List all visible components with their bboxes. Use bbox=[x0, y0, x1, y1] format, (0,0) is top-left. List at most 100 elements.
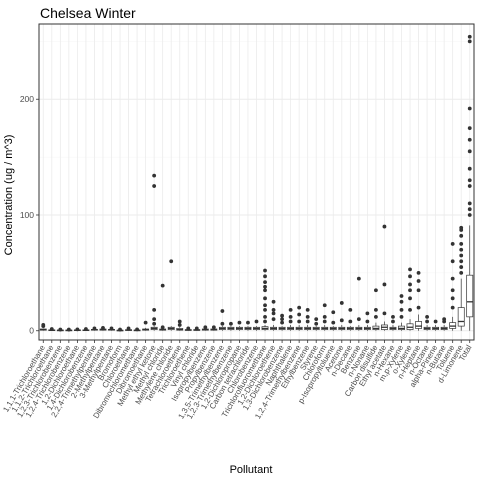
outlier-point bbox=[468, 107, 472, 111]
outlier-point bbox=[434, 320, 438, 324]
outlier-point bbox=[451, 296, 455, 300]
outlier-point bbox=[263, 280, 267, 284]
outlier-point bbox=[425, 315, 429, 319]
outlier-point bbox=[135, 327, 139, 331]
outlier-point bbox=[425, 320, 429, 324]
outlier-point bbox=[212, 325, 216, 329]
outlier-point bbox=[383, 225, 387, 229]
outlier-point bbox=[408, 308, 412, 312]
outlier-point bbox=[152, 184, 156, 188]
outlier-point bbox=[152, 322, 156, 326]
outlier-point bbox=[144, 321, 148, 325]
outlier-point bbox=[152, 308, 156, 312]
outlier-point bbox=[459, 234, 463, 238]
outlier-point bbox=[118, 328, 122, 332]
outlier-point bbox=[365, 311, 369, 315]
outlier-point bbox=[110, 327, 114, 331]
outlier-point bbox=[459, 226, 463, 230]
outlier-point bbox=[417, 288, 421, 292]
outlier-point bbox=[272, 317, 276, 321]
outlier-point bbox=[331, 310, 335, 314]
outlier-point bbox=[468, 35, 472, 39]
outlier-point bbox=[468, 149, 472, 153]
outlier-point bbox=[383, 311, 387, 315]
outlier-point bbox=[400, 315, 404, 319]
outlier-point bbox=[400, 308, 404, 312]
outlier-point bbox=[152, 317, 156, 321]
outlier-point bbox=[306, 315, 310, 319]
outlier-point bbox=[400, 300, 404, 304]
outlier-point bbox=[468, 178, 472, 182]
outlier-point bbox=[323, 303, 327, 307]
outlier-point bbox=[468, 213, 472, 217]
outlier-point bbox=[306, 308, 310, 312]
outlier-point bbox=[451, 288, 455, 292]
outlier-point bbox=[408, 288, 412, 292]
outlier-point bbox=[263, 320, 267, 324]
outlier-point bbox=[101, 326, 105, 330]
outlier-point bbox=[417, 279, 421, 283]
y-tick-label: 100 bbox=[20, 210, 34, 220]
outlier-point bbox=[459, 242, 463, 246]
outlier-point bbox=[459, 265, 463, 269]
outlier-point bbox=[340, 318, 344, 322]
outlier-point bbox=[468, 184, 472, 188]
outlier-point bbox=[41, 323, 45, 327]
plot-area: 01002001,1,1-Trichloroethane1,1,2-Trichl… bbox=[1, 24, 474, 421]
outlier-point bbox=[314, 322, 318, 326]
outlier-point bbox=[75, 327, 79, 331]
outlier-point bbox=[451, 277, 455, 281]
outlier-point bbox=[67, 328, 71, 332]
outlier-point bbox=[229, 322, 233, 326]
outlier-point bbox=[280, 314, 284, 318]
outlier-point bbox=[297, 306, 301, 310]
outlier-point bbox=[357, 317, 361, 321]
outlier-point bbox=[263, 274, 267, 278]
outlier-point bbox=[357, 277, 361, 281]
outlier-point bbox=[374, 288, 378, 292]
outlier-point bbox=[127, 327, 131, 331]
outlier-point bbox=[459, 254, 463, 258]
outlier-point bbox=[263, 308, 267, 312]
outlier-point bbox=[238, 321, 242, 325]
outlier-point bbox=[348, 320, 352, 324]
outlier-point bbox=[272, 311, 276, 315]
box bbox=[415, 321, 421, 328]
outlier-point bbox=[468, 126, 472, 130]
outlier-point bbox=[263, 288, 267, 292]
outlier-point bbox=[58, 328, 62, 332]
outlier-point bbox=[468, 202, 472, 206]
outlier-point bbox=[289, 315, 293, 319]
outlier-point bbox=[374, 308, 378, 312]
outlier-point bbox=[331, 321, 335, 325]
outlier-point bbox=[220, 309, 224, 313]
outlier-point bbox=[280, 321, 284, 325]
outlier-point bbox=[263, 315, 267, 319]
outlier-point bbox=[417, 306, 421, 310]
outlier-point bbox=[263, 303, 267, 307]
outlier-point bbox=[417, 271, 421, 275]
outlier-point bbox=[468, 207, 472, 211]
outlier-point bbox=[323, 320, 327, 324]
outlier-point bbox=[263, 296, 267, 300]
outlier-point bbox=[255, 320, 259, 324]
outlier-point bbox=[383, 283, 387, 287]
chart-title: Chelsea Winter bbox=[40, 5, 136, 21]
outlier-point bbox=[272, 300, 276, 304]
outlier-point bbox=[289, 320, 293, 324]
outlier-point bbox=[263, 285, 267, 289]
outlier-point bbox=[442, 317, 446, 321]
outlier-point bbox=[93, 327, 97, 331]
outlier-point bbox=[468, 138, 472, 142]
outlier-point bbox=[451, 259, 455, 263]
outlier-point bbox=[84, 327, 88, 331]
outlier-point bbox=[161, 284, 165, 288]
outlier-point bbox=[50, 327, 54, 331]
outlier-point bbox=[297, 313, 301, 317]
outlier-point bbox=[348, 308, 352, 312]
outlier-point bbox=[263, 269, 267, 273]
outlier-point bbox=[186, 327, 190, 331]
outlier-point bbox=[178, 320, 182, 324]
outlier-point bbox=[178, 323, 182, 327]
